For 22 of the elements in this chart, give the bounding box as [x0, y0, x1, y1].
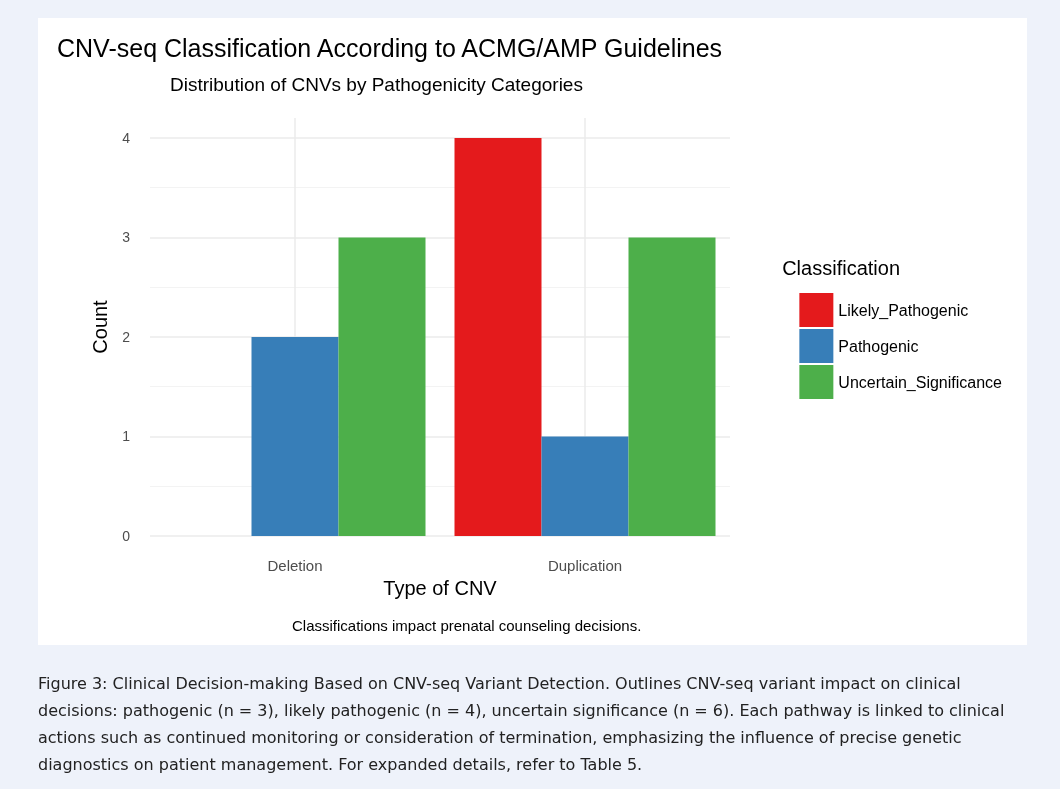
chart-subtitle: Distribution of CNVs by Pathogenicity Categories — [170, 74, 583, 95]
y-tick-label: 1 — [122, 428, 131, 445]
bar — [541, 436, 629, 536]
bar — [454, 137, 542, 536]
y-axis-title: Count — [89, 299, 111, 354]
legend-label: Uncertain_Significance — [838, 373, 1003, 392]
y-tick-label: 2 — [122, 328, 131, 345]
text: Classifications impact prenatal counseling decisions. — [292, 617, 642, 634]
legend-label: Likely_Pathogenic — [838, 301, 969, 320]
y-tick-label: 4 — [122, 129, 131, 146]
caption: Figure 3: Clinical Decision-making Based on CNV-seq Variant Detection. Outlines CNV-seq variant impact on clinical decisions: pathogenic (n = 3), likely pathogenic (n = 4), uncertain significance (n = 6). Each pathway is linked to clinical actions such as continued monitoring or consideration of termination, emphasizing the influence of precise genetic diagnostics on patient management. For expanded details, refer to Table 5. — [38, 673, 1006, 776]
legend-label: Pathogenic — [838, 337, 919, 355]
x-tick-label: Deletion — [267, 557, 323, 574]
y-tick-label: 0 — [122, 528, 131, 544]
bar — [628, 237, 716, 536]
x-tick-label: Duplication — [547, 557, 623, 574]
bar — [338, 237, 426, 536]
bar — [251, 336, 339, 536]
x-axis-title: Type of CNV — [383, 576, 498, 599]
chart-title: CNV-seq Classification According to ACMG/AMP Guidelines — [57, 33, 723, 62]
y-tick-label: 3 — [122, 229, 131, 246]
legend-title: Classification — [782, 257, 901, 279]
